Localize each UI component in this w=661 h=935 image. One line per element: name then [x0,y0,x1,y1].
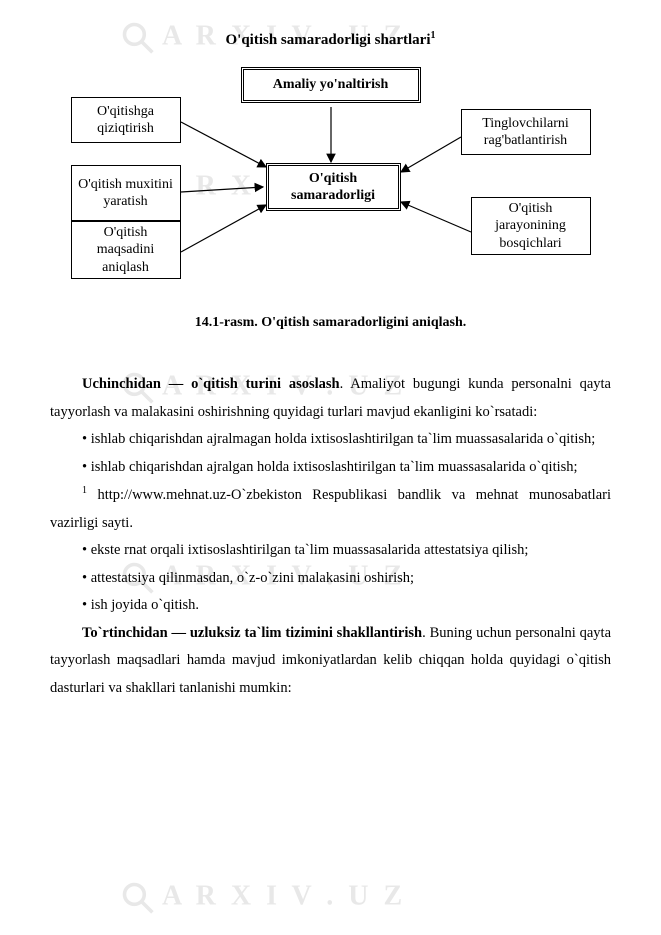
footnote: 1 http://www.mehnat.uz-O`zbekiston Respu… [50,481,611,537]
page-title: O'qitish samaradorligi shartlari1 [50,30,611,49]
diagram-box-center: O'qitish samaradorligi [266,163,401,211]
paragraph-3: Uchinchidan — o`qitish turini asoslash. … [50,371,611,426]
diagram-box-right2: O'qitish jarayonining bosqichlari [471,197,591,255]
bullet-2: • ishlab chiqarishdan ajralgan holda ixt… [50,454,611,482]
bullet-3: • ekste rnat orqali ixtisoslashtirilgan … [50,537,611,565]
diagram: Amaliy yo'naltirish O'qitish samaradorli… [51,67,611,297]
diagram-box-left3: O'qitish maqsadini aniqlash [71,221,181,279]
diagram-box-top: Amaliy yo'naltirish [241,67,421,103]
diagram-box-left1: O'qitishga qiziqtirish [71,97,181,143]
figure-caption: 14.1-rasm. O'qitish samaradorligini aniq… [50,315,611,331]
watermark: A R X I V . U Z [120,880,406,916]
bullet-4: • attestatsiya qilinmasdan, o`z-o`zini m… [50,565,611,593]
paragraph-4: To`rtinchidan — uzluksiz ta`lim tizimini… [50,620,611,703]
bullet-5: • ish joyida o`qitish. [50,592,611,620]
bullet-1: • ishlab chiqarishdan ajralmagan holda i… [50,426,611,454]
diagram-box-left2: O'qitish muxitini yaratish [71,165,181,221]
diagram-box-right1: Tinglovchilarni rag'batlantirish [461,109,591,155]
body-text: Uchinchidan — o`qitish turini asoslash. … [50,371,611,702]
